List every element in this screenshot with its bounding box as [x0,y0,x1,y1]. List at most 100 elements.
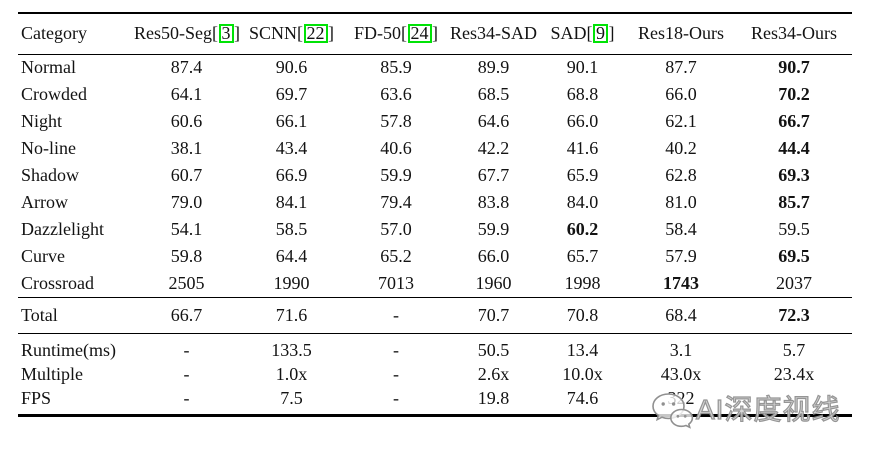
value-cell: 84.0 [566,192,599,212]
value-cell: 2.6x [477,363,510,384]
table-row: No-line 38.1 43.4 40.6 42.2 41.6 40.2 44.4 [18,135,852,162]
value-cell: 71.6 [275,304,308,325]
value-cell: 72.3 [778,304,810,325]
value-cell: 66.1 [275,111,308,131]
value-cell: 59.9 [380,165,412,185]
value-cell: 84.1 [275,192,308,212]
value-cell: 41.6 [566,138,599,158]
value-cell: 64.1 [170,84,203,104]
value-cell: 90.6 [275,57,308,78]
value-cell: 60.2 [566,219,599,239]
value-cell: 64.4 [275,246,308,266]
value-cell: 89.9 [477,57,510,78]
column-header: Res50-Seg[3] [134,23,240,44]
value-cell: 19.8 [477,387,510,408]
column-header: Res34-Ours [751,23,837,44]
row-label: Crowded [21,84,87,104]
table-row: Dazzlelight 54.1 58.5 57.0 59.9 60.2 58.4 59.5 [18,216,852,243]
citation-link[interactable]: 9 [593,24,608,44]
value-cell: 66.7 [170,304,203,325]
value-cell: 65.9 [566,165,599,185]
value-cell: 59.9 [477,219,510,239]
row-label: No-line [21,138,76,158]
row-label: Night [21,111,63,131]
value-cell: 59.5 [778,219,810,239]
value-cell: 133.5 [271,339,312,360]
value-cell: 70.7 [477,304,510,325]
watermark: AI深度视线 [649,389,840,431]
value-cell: 50.5 [477,339,510,360]
value-cell: 1.0x [275,363,308,384]
value-cell: 60.7 [170,165,203,185]
row-label: Normal [21,57,76,78]
value-cell: 66.0 [477,246,510,266]
value-cell: 1960 [475,272,512,293]
value-cell: 66.0 [665,84,697,104]
performance-rows: Runtime(ms) -133.5-50.5 13.4 3.1 5.7 Multiple… [18,333,852,415]
citation-link[interactable]: 24 [407,24,432,44]
table-row: Curve 59.8 64.4 65.2 66.0 65.7 57.9 69.5 [18,243,852,270]
value-cell: - [183,363,190,384]
value-cell: - [393,304,399,325]
value-cell: 59.8 [170,246,203,266]
value-cell: 1998 [564,272,601,293]
value-cell: 3.1 [669,339,693,360]
value-cell: 43.0x [660,363,702,384]
citation-link[interactable]: 22 [303,24,328,44]
value-cell: 62.8 [665,165,697,185]
citation-link[interactable]: 3 [218,24,234,44]
value-cell: 7013 [378,272,414,293]
row-label: Shadow [21,165,79,185]
value-cell: 69.7 [275,84,308,104]
value-cell: 43.4 [275,138,308,158]
row-label: FPS [21,387,52,408]
value-cell: 2505 [168,272,205,293]
column-header: Category [21,23,87,44]
table-wrap: Category Res50-Seg[3] SCNN[22] FD-50[24] Res… [18,12,852,417]
value-cell: - [183,387,190,408]
row-label: Multiple [21,363,83,384]
value-cell: 66.0 [566,111,599,131]
value-cell: - [393,339,399,360]
row-label: Crossroad [21,272,94,293]
results-table: Category Res50-Seg[3] SCNN[22] FD-50[24] Res… [18,12,852,417]
value-cell: 44.4 [778,138,810,158]
value-cell: 70.2 [778,84,810,104]
total-row-section: Total 66.7 71.6 - 70.7 70.8 68.4 72.3 [18,297,852,333]
value-cell: 57.9 [665,246,697,266]
table-row: Night 60.6 66.1 57.8 64.6 66.0 62.1 66.7 [18,108,852,135]
value-cell: 66.7 [778,111,810,131]
table-row: Crossroad 2505 1990 7013 1960 1998 1743 2037 [18,270,852,297]
value-cell: 5.7 [782,339,806,360]
table-row: Shadow 60.7 66.9 59.9 67.7 65.9 62.8 69.3 [18,162,852,189]
value-cell: 67.7 [477,165,510,185]
value-cell: 79.0 [170,192,203,212]
value-cell: 90.7 [778,57,810,78]
category-rows: Normal 87.4 90.6 85.9 89.9 90.1 87.7 90.7 Crowde… [18,54,852,297]
value-cell: 58.5 [275,219,308,239]
value-cell: 2037 [776,272,812,293]
table-row: Crowded 64.1 69.7 63.6 68.5 68.8 66.0 70.2 [18,81,852,108]
watermark-text: AI深度视线 [695,393,841,425]
value-cell: 83.8 [477,192,510,212]
value-cell: 38.1 [170,138,203,158]
column-header: SCNN[22] [248,23,334,44]
value-cell: 7.5 [280,387,303,408]
table-row: Multiple - 1.0x - 2.6x 10.0x 43.0x 23.4x [18,361,852,388]
value-cell: 42.2 [477,138,510,158]
value-cell: 68.4 [665,304,697,325]
value-cell: 63.6 [380,84,412,104]
value-cell: 54.1 [170,219,203,239]
value-cell: 68.8 [566,84,599,104]
value-cell: 57.8 [380,111,412,131]
value-cell: 66.9 [275,165,308,185]
header-row: Category Res50-Seg[3] SCNN[22] FD-50[24] Res… [18,13,852,54]
row-label: Curve [21,246,65,266]
value-cell: 62.1 [665,111,697,131]
value-cell: 74.6 [566,387,599,408]
wechat-icon [652,393,694,429]
table-row: Arrow 79.0 84.1 79.4 83.8 84.0 81.0 85.7 [18,189,852,216]
value-cell: 60.6 [170,111,203,131]
column-header: Res34-SAD [449,23,537,44]
row-label: Total [21,304,58,325]
